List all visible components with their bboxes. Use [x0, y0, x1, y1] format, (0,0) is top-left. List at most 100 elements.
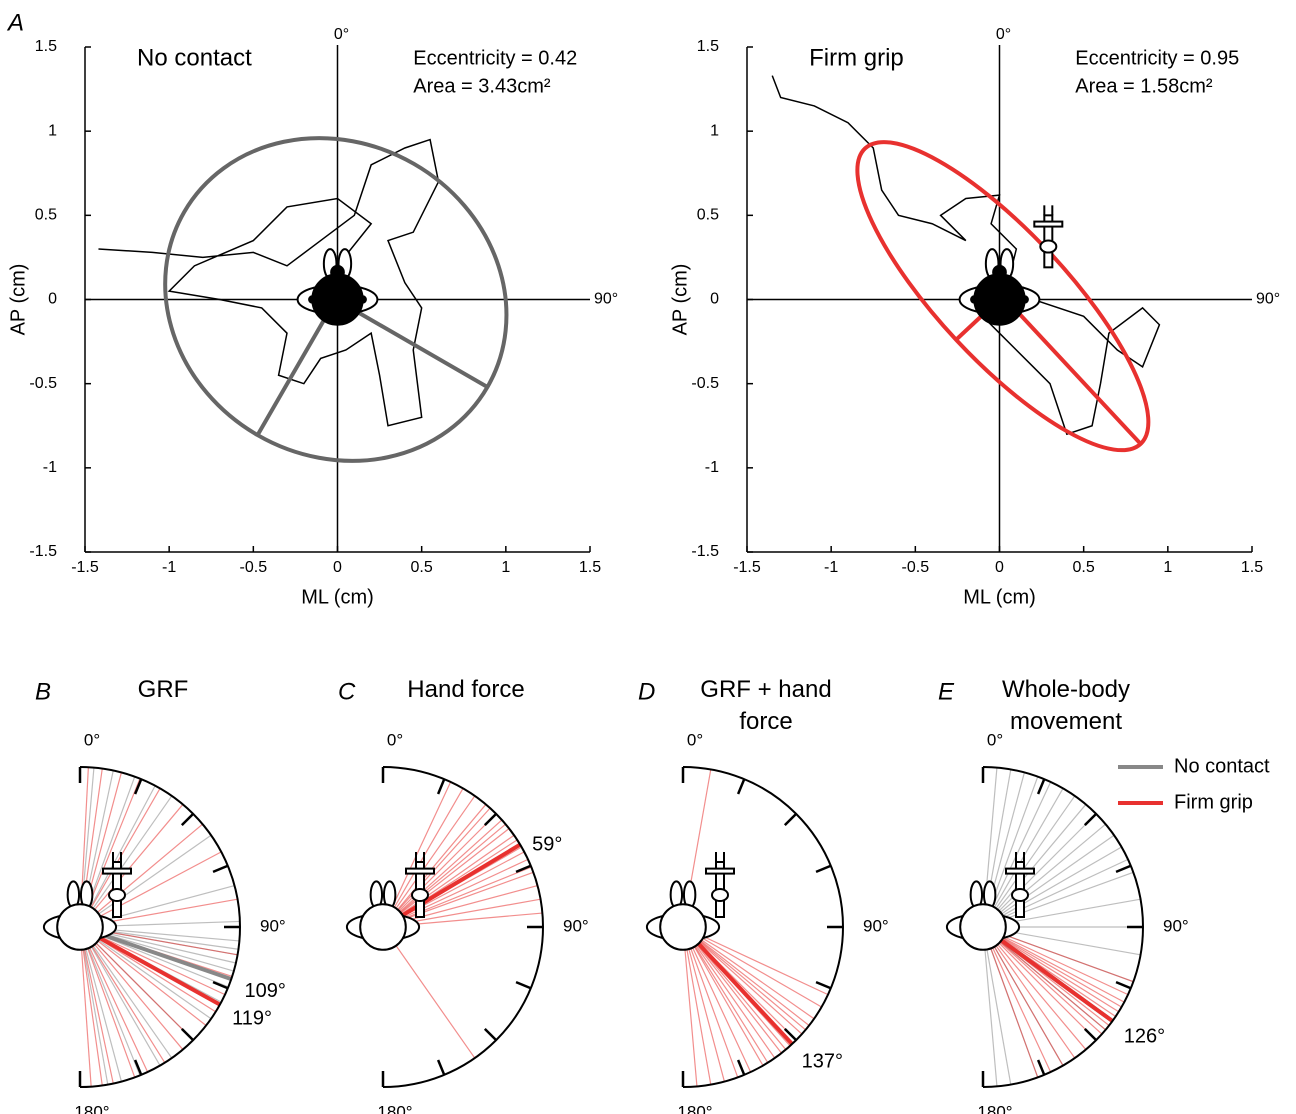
direction-line — [682, 926, 803, 1035]
direction-line — [982, 926, 1076, 1059]
direction-line — [79, 785, 156, 928]
x-tick-label: 0.5 — [1073, 559, 1095, 576]
animal-icon — [958, 248, 1041, 326]
angle-label: 180° — [377, 1102, 412, 1114]
direction-line — [682, 926, 698, 1087]
y-tick-label: -0.5 — [691, 375, 719, 392]
direction-line — [382, 813, 497, 928]
angle-tick — [1083, 812, 1098, 827]
direction-line — [682, 926, 810, 1026]
animal-icon — [42, 880, 118, 951]
direction-line — [79, 795, 173, 928]
animal-icon — [645, 880, 721, 951]
direction-line — [79, 851, 222, 928]
grip-icon — [405, 852, 435, 918]
direction-line — [982, 834, 1115, 928]
grip-bar — [405, 867, 435, 875]
angle-tick — [736, 778, 746, 795]
grip-knob — [1011, 888, 1029, 902]
direction-line — [982, 858, 1129, 928]
animal-head — [659, 903, 707, 951]
direction-line — [79, 926, 114, 1084]
y-tick-label: 0.5 — [697, 207, 719, 224]
direction-line — [682, 926, 725, 1082]
animal-paw — [308, 295, 317, 304]
y-tick-label: 1 — [710, 122, 719, 139]
angle-tick — [1115, 864, 1132, 874]
x-tick-label: -1 — [824, 559, 838, 576]
direction-line — [982, 926, 998, 1087]
y-tick-label: -1 — [43, 459, 57, 476]
direction-line — [982, 926, 1129, 996]
direction-line — [682, 926, 769, 1064]
angle-label: 90° — [863, 916, 889, 935]
panel-title: Whole-body movement — [1001, 676, 1131, 735]
chart-title: Firm grip — [809, 44, 904, 71]
animal-head — [973, 273, 1026, 326]
animal-nose — [992, 264, 1007, 280]
angle-tick — [783, 1027, 798, 1042]
direction-line — [982, 926, 1097, 1041]
direction-label: 90° — [1256, 291, 1280, 308]
annotation: Eccentricity = 0.42 — [413, 47, 577, 69]
x-tick-label: 1.5 — [1241, 559, 1263, 576]
direction-line — [982, 813, 1097, 928]
angle-tick — [133, 1059, 143, 1076]
panel-title: GRF + hand force — [700, 676, 832, 735]
angle-label: 180° — [74, 1102, 109, 1114]
animal-nose — [330, 264, 345, 280]
grip-icon — [102, 852, 132, 918]
direction-line — [79, 926, 149, 1073]
direction-line — [382, 858, 529, 928]
direction-line — [982, 926, 1122, 1008]
grip-knob — [108, 888, 126, 902]
direction-line — [682, 926, 806, 1031]
direction-line — [682, 926, 822, 1008]
angle-label: 90° — [1163, 916, 1189, 935]
angle-label: 0° — [84, 730, 100, 749]
x-tick-label: 1.5 — [579, 559, 601, 576]
grip-bar — [1033, 220, 1064, 228]
annotation: Eccentricity = 0.95 — [1075, 47, 1239, 69]
direction-line — [79, 926, 103, 1086]
angle-tick — [815, 864, 832, 874]
direction-line — [79, 926, 212, 1020]
direction-line — [982, 926, 1052, 1073]
direction-line — [982, 823, 1106, 928]
y-tick-label: -1.5 — [691, 543, 719, 560]
direction-line — [982, 795, 1076, 928]
x-tick-label: -1 — [162, 559, 176, 576]
annotation: Area = 3.43cm² — [413, 75, 551, 97]
direction-line — [982, 926, 1103, 1035]
animal-icon — [296, 248, 379, 326]
mean-label: 59° — [532, 834, 562, 856]
direction-line — [382, 804, 487, 928]
direction-line — [79, 926, 141, 1076]
chart-title: No contact — [137, 44, 252, 71]
direction-line — [382, 819, 503, 928]
direction-line — [382, 926, 476, 1059]
animal-paw — [970, 295, 979, 304]
y-tick-label: 0 — [710, 291, 719, 308]
panel-title: GRF — [137, 676, 189, 703]
x-tick-label: -1.5 — [733, 559, 761, 576]
direction-line — [79, 926, 207, 1026]
mean-direction — [381, 842, 522, 929]
panel-label: C — [338, 678, 356, 705]
mean-label: 137° — [802, 1051, 843, 1073]
animal-head — [959, 903, 1007, 951]
direction-line — [982, 926, 1012, 1085]
direction-line — [79, 926, 194, 1041]
x-tick-label: 0.5 — [411, 559, 433, 576]
grip-bar — [1005, 867, 1035, 875]
mean-direction — [79, 925, 221, 1007]
mean-label: 119° — [232, 1008, 272, 1030]
angle-label: 90° — [260, 916, 286, 935]
angle-tick — [736, 1059, 746, 1076]
panel-label: A — [6, 9, 24, 36]
x-tick-label: -0.5 — [240, 559, 268, 576]
y-tick-label: -1.5 — [29, 543, 57, 560]
y-tick-label: 1 — [48, 122, 57, 139]
